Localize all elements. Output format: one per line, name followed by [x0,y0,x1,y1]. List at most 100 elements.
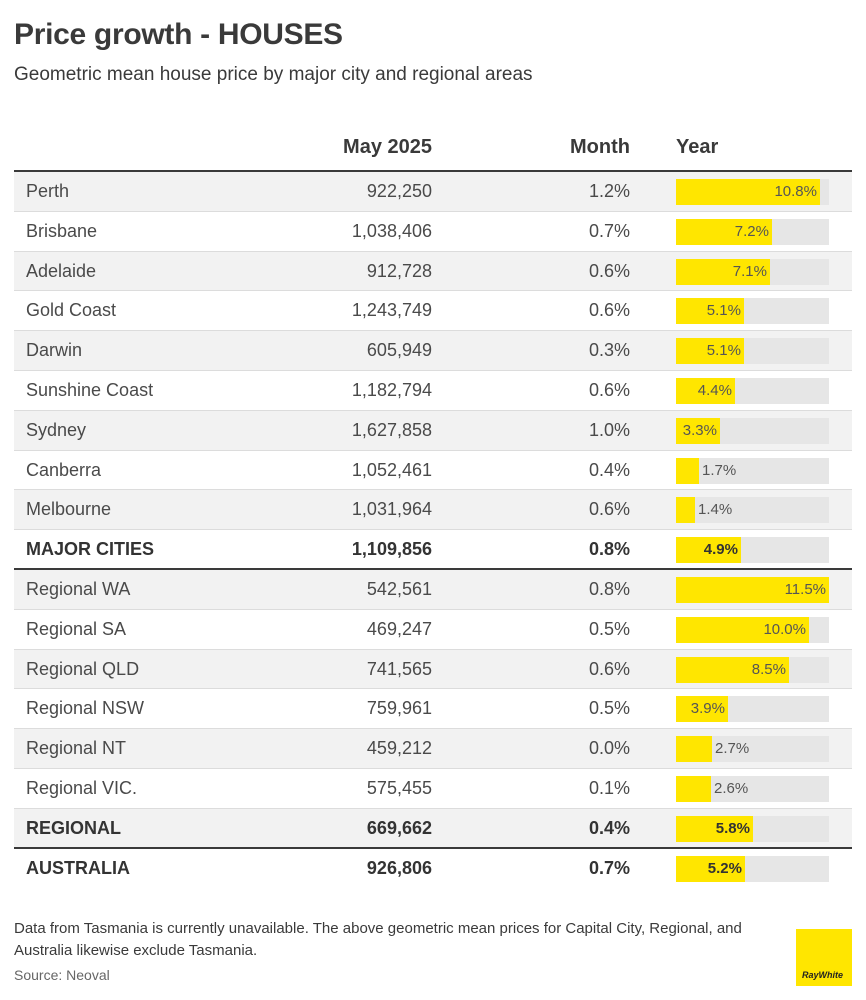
row-price: 542,561 [366,578,432,599]
year-bar-label: 2.6% [714,779,749,797]
year-bar [676,258,770,285]
table-row: Regional VIC. 575,455 0.1% 2.6% [14,769,852,809]
row-month: 0.8% [588,539,630,560]
table-row: Gold Coast 1,243,749 0.6% 5.1% [14,291,852,332]
year-bar-label: 4.4% [697,381,732,399]
year-bar-label: 2.7% [715,740,750,758]
year-bar-track: 4.9% [676,537,829,564]
year-bar-label: 7.2% [734,222,769,240]
row-price: 741,565 [366,658,432,679]
table-row: Melbourne 1,031,964 0.6% 1.4% [14,490,852,531]
year-bar [676,298,744,325]
year-bar-track: 2.7% [676,736,829,763]
row-price: 669,662 [366,817,432,838]
row-price: 605,949 [366,340,432,361]
year-bar-label: 1.4% [698,501,733,519]
footnote: Data from Tasmania is currently unavaila… [14,920,742,959]
row-month: 0.1% [588,777,630,798]
table-row: Brisbane 1,038,406 0.7% 7.2% [14,212,852,252]
row-month: 0.5% [588,618,630,639]
table-total-row: AUSTRALIA 926,806 0.7% 5.2% [14,849,852,889]
year-bar [676,179,820,205]
year-bar [676,736,712,763]
row-month: 0.7% [588,220,630,241]
column-header-month: Month [570,136,630,158]
table-total-row: REGIONAL 669,662 0.4% 5.8% [14,808,852,849]
row-month: 1.2% [588,181,630,201]
year-bar [676,218,772,245]
year-bar-track: 5.1% [676,298,829,325]
table-row: Sunshine Coast 1,182,794 0.6% 4.4% [14,371,852,411]
row-price: 1,031,964 [351,499,432,520]
year-bar-label: 8.5% [751,660,786,678]
table-body: Perth 922,250 1.2% 10.8% Brisbane 1,038,406 0.… [14,172,852,888]
row-price: 1,038,406 [351,220,432,241]
year-bar [676,497,695,524]
row-month: 0.8% [588,578,630,599]
row-month: 0.7% [588,857,630,878]
row-month: 0.6% [588,658,630,679]
row-name: Regional QLD [26,658,140,679]
row-name: Regional SA [26,618,127,639]
row-name: Adelaide [26,260,97,281]
year-bar-label: 5.1% [706,302,741,320]
row-name: Regional WA [26,578,131,599]
row-name: Melbourne [26,499,112,520]
row-price: 1,182,794 [351,379,432,400]
year-bar [676,815,753,842]
year-bar-track: 1.7% [676,457,829,484]
year-bar-track: 5.8% [676,815,829,842]
row-month: 0.6% [588,300,630,321]
table-row: Adelaide 912,728 0.6% 7.1% [14,251,852,292]
raywhite-logo: RayWhite [796,929,852,986]
year-bar [676,775,711,802]
row-month: 0.0% [588,738,630,759]
year-bar [676,616,809,643]
table-row: Regional NT 459,212 0.0% 2.7% [14,729,852,769]
table-total-row: MAJOR CITIES 1,109,856 0.8% 4.9% [14,530,852,570]
row-price: 1,109,856 [351,539,432,560]
year-bar [676,417,720,444]
year-bar [676,377,735,404]
row-month: 0.4% [588,817,630,838]
year-bar-track: 10.8% [676,179,829,205]
row-month: 0.6% [588,379,630,400]
year-bar [676,696,728,723]
year-bar-track: 7.2% [676,218,829,245]
year-bar-track: 1.4% [676,497,829,524]
year-bar-label: 3.3% [682,421,717,439]
table-row: Regional NSW 759,961 0.5% 3.9% [14,689,852,730]
table-row: Canberra 1,052,461 0.4% 1.7% [14,451,852,491]
row-price: 1,627,858 [351,419,432,440]
year-bar-track: 10.0% [676,616,829,643]
row-price: 1,052,461 [351,459,432,480]
year-bar-label: 11.5% [784,580,826,598]
row-month: 0.6% [588,499,630,520]
year-bar-track: 3.9% [676,696,829,723]
row-name: Regional NT [26,738,127,759]
year-bar [676,457,699,484]
row-price: 922,250 [366,181,432,201]
row-month: 0.4% [588,459,630,480]
year-bar-label: 5.2% [707,859,742,877]
year-bar-track: 7.1% [676,258,829,285]
year-bar [676,537,741,564]
row-month: 0.3% [588,340,630,361]
column-header-price: May 2025 [343,136,432,158]
table-row: Regional WA 542,561 0.8% 11.5% [14,569,852,610]
year-bar [676,338,744,365]
row-name: Darwin [26,340,83,361]
year-bar-label: 7.1% [732,262,767,280]
year-bar-label: 5.8% [715,819,750,837]
year-bar [676,576,829,603]
year-bar-track: 2.6% [676,775,829,802]
year-bar-track: 5.1% [676,338,829,365]
row-name: MAJOR CITIES [26,539,155,560]
row-price: 469,247 [366,618,432,639]
year-bar-label: 4.9% [703,541,738,559]
year-bar-label: 1.7% [702,461,737,479]
row-price: 759,961 [366,698,432,719]
table-row: Darwin 605,949 0.3% 5.1% [14,331,852,371]
row-price: 459,212 [366,738,432,759]
year-bar [676,855,745,882]
